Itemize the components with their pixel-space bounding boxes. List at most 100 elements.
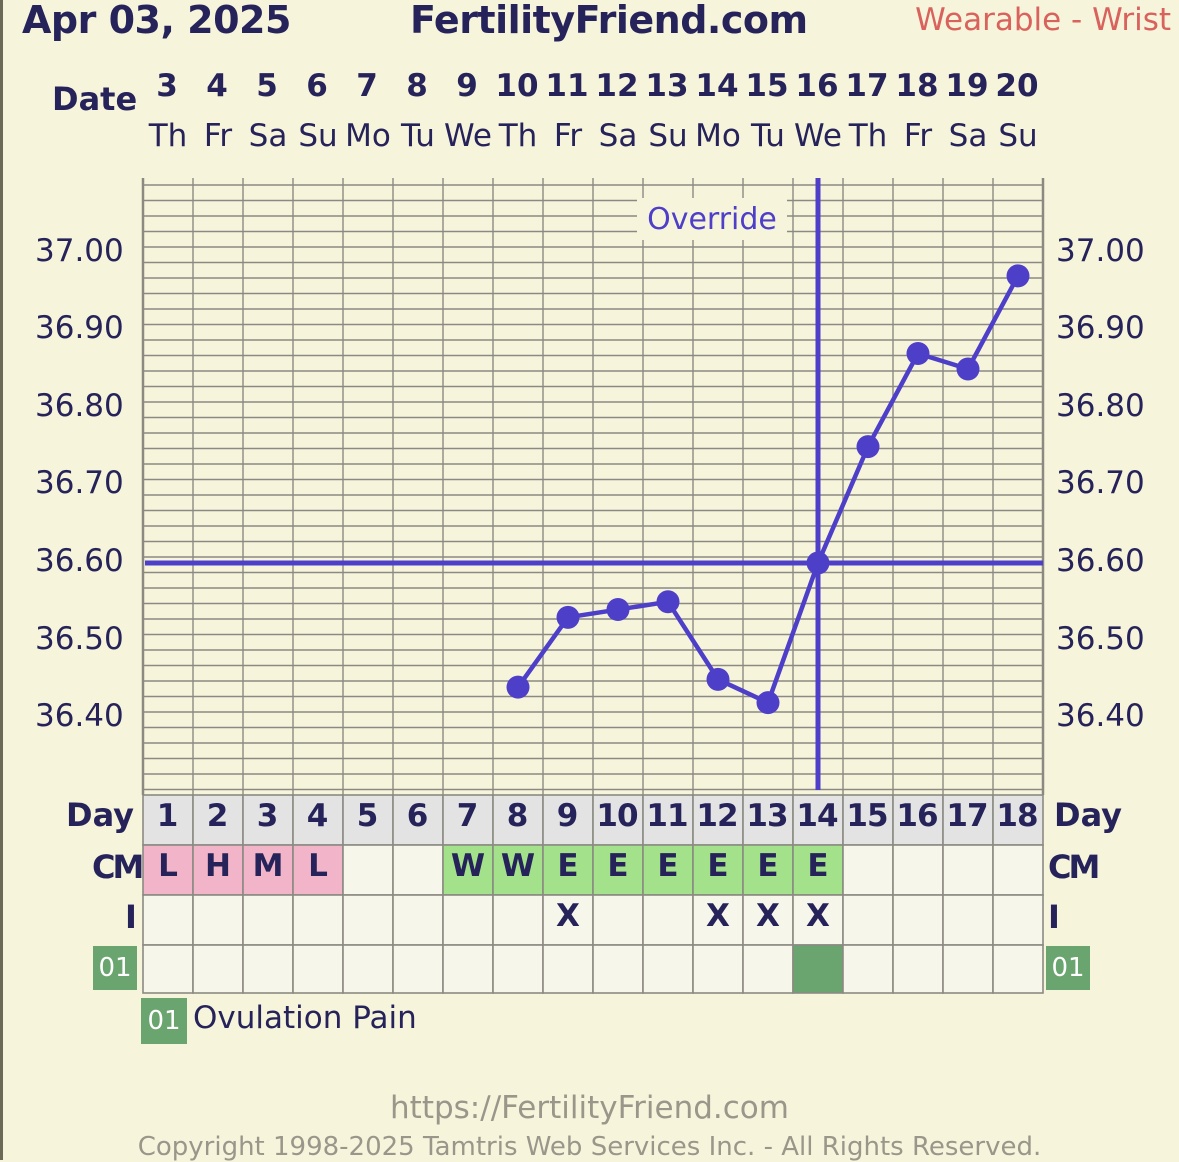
row-cell bbox=[342, 844, 394, 896]
intercourse-mark: X bbox=[556, 898, 580, 934]
row-cell bbox=[542, 794, 594, 846]
date-number: 4 bbox=[206, 68, 228, 104]
weekday-label: Su bbox=[998, 118, 1038, 154]
temperature-point bbox=[606, 598, 630, 622]
temperature-point bbox=[1006, 264, 1030, 288]
row-cell bbox=[192, 894, 244, 946]
chart-date: Apr 03, 2025 bbox=[22, 0, 291, 42]
row-cell bbox=[892, 844, 944, 896]
row-cell bbox=[992, 894, 1044, 946]
row-cell bbox=[292, 894, 344, 946]
reference-lines: Override bbox=[145, 178, 1043, 790]
row-cell bbox=[342, 894, 394, 946]
temperature-point bbox=[856, 435, 880, 459]
date-number: 14 bbox=[695, 68, 739, 104]
row-cell bbox=[942, 794, 994, 846]
weekday-label: Mo bbox=[695, 118, 741, 154]
override-label-bg bbox=[637, 198, 787, 240]
footer-url[interactable]: https://FertilityFriend.com bbox=[390, 1090, 789, 1126]
row-cell bbox=[142, 894, 194, 946]
intercourse-mark: X bbox=[706, 898, 730, 934]
y-tick-label-left: 36.70 bbox=[35, 465, 124, 502]
row-cell bbox=[892, 894, 944, 946]
weekday-label: Th bbox=[148, 118, 188, 154]
y-tick-label-right: 36.50 bbox=[1056, 620, 1145, 657]
cervical-mucus-value: H bbox=[205, 848, 231, 884]
y-tick-label-right: 36.60 bbox=[1056, 543, 1145, 579]
row-cell bbox=[842, 894, 894, 946]
weekday-label: Tu bbox=[401, 118, 435, 154]
cervical-mucus-value: E bbox=[707, 848, 729, 884]
cycle-day-number: 9 bbox=[556, 798, 579, 834]
y-tick-label-left: 36.80 bbox=[35, 387, 124, 424]
footer-copyright: Copyright 1998-2025 Tamtris Web Services… bbox=[137, 1132, 1042, 1162]
cervical-mucus-value: L bbox=[308, 848, 328, 884]
date-number: 13 bbox=[645, 68, 689, 104]
row-cell bbox=[642, 944, 694, 994]
date-number: 15 bbox=[745, 68, 789, 104]
row-cell bbox=[442, 894, 494, 946]
intercourse-mark: X bbox=[806, 898, 830, 934]
intercourse-mark: X bbox=[756, 898, 780, 934]
cycle-day-number: 4 bbox=[306, 798, 329, 834]
date-number: 12 bbox=[595, 68, 639, 104]
temperature-point bbox=[956, 357, 980, 381]
y-tick-label-left: 36.40 bbox=[35, 698, 124, 735]
cervical-mucus-value: M bbox=[252, 848, 284, 884]
weekday-label: Su bbox=[298, 118, 338, 154]
row-cell bbox=[142, 944, 194, 994]
row-cell bbox=[792, 894, 844, 946]
weekday-label: Th bbox=[498, 118, 538, 154]
row-cell bbox=[842, 844, 894, 896]
cervical-mucus-value: E bbox=[657, 848, 679, 884]
custom-row-code-left: 01 bbox=[93, 946, 137, 990]
date-number: 3 bbox=[156, 68, 178, 104]
date-number: 10 bbox=[495, 68, 539, 104]
date-number: 19 bbox=[945, 68, 989, 104]
cycle-day-number: 16 bbox=[896, 798, 938, 834]
row-cell bbox=[242, 944, 294, 994]
weekday-label: Tu bbox=[751, 118, 785, 154]
cycle-day-number: 3 bbox=[256, 798, 279, 834]
cycle-day-number: 5 bbox=[356, 798, 379, 834]
temperature-point bbox=[506, 675, 530, 699]
y-tick-label-left: 36.60 bbox=[35, 543, 124, 579]
temperature-point bbox=[706, 667, 730, 691]
row-cell bbox=[592, 944, 644, 994]
row-cell bbox=[242, 894, 294, 946]
temperature-point bbox=[656, 590, 680, 614]
legend-code-badge: 01 bbox=[141, 998, 187, 1044]
cervical-mucus-value: E bbox=[557, 848, 579, 884]
row-cell bbox=[892, 944, 944, 994]
cm-row-label-right: CM bbox=[1048, 848, 1100, 886]
intercourse-row-label-left: I bbox=[125, 898, 137, 936]
row-cell bbox=[942, 844, 994, 896]
date-number: 16 bbox=[795, 68, 839, 104]
weekday-label: Fr bbox=[553, 118, 583, 154]
intercourse-row-label-right: I bbox=[1048, 898, 1060, 936]
date-number: 6 bbox=[306, 68, 328, 104]
date-number: 5 bbox=[256, 68, 278, 104]
weekday-label: Fr bbox=[203, 118, 233, 154]
row-cell bbox=[792, 844, 844, 896]
y-tick-label-right: 36.40 bbox=[1056, 698, 1145, 735]
row-cell bbox=[492, 944, 544, 994]
cycle-day-number: 10 bbox=[596, 798, 638, 834]
cycle-day-number: 8 bbox=[506, 798, 529, 834]
weekday-label: Su bbox=[648, 118, 688, 154]
custom-row-code-right: 01 bbox=[1046, 946, 1090, 990]
cycle-day-number: 18 bbox=[996, 798, 1038, 834]
legend-text: Ovulation Pain bbox=[193, 1000, 417, 1036]
temperature-series bbox=[506, 264, 1030, 715]
cycle-day-number: 15 bbox=[846, 798, 888, 834]
left-border bbox=[0, 0, 3, 1160]
temperature-point bbox=[806, 551, 830, 575]
row-cell bbox=[742, 944, 794, 994]
cm-row-label-left: CM bbox=[92, 848, 144, 886]
site-title[interactable]: FertilityFriend.com bbox=[410, 0, 808, 42]
y-tick-label-right: 37.00 bbox=[1056, 232, 1145, 269]
cycle-day-number: 11 bbox=[646, 798, 688, 834]
row-cell bbox=[592, 894, 644, 946]
weekday-label: We bbox=[444, 118, 492, 154]
cycle-day-number: 6 bbox=[406, 798, 429, 834]
